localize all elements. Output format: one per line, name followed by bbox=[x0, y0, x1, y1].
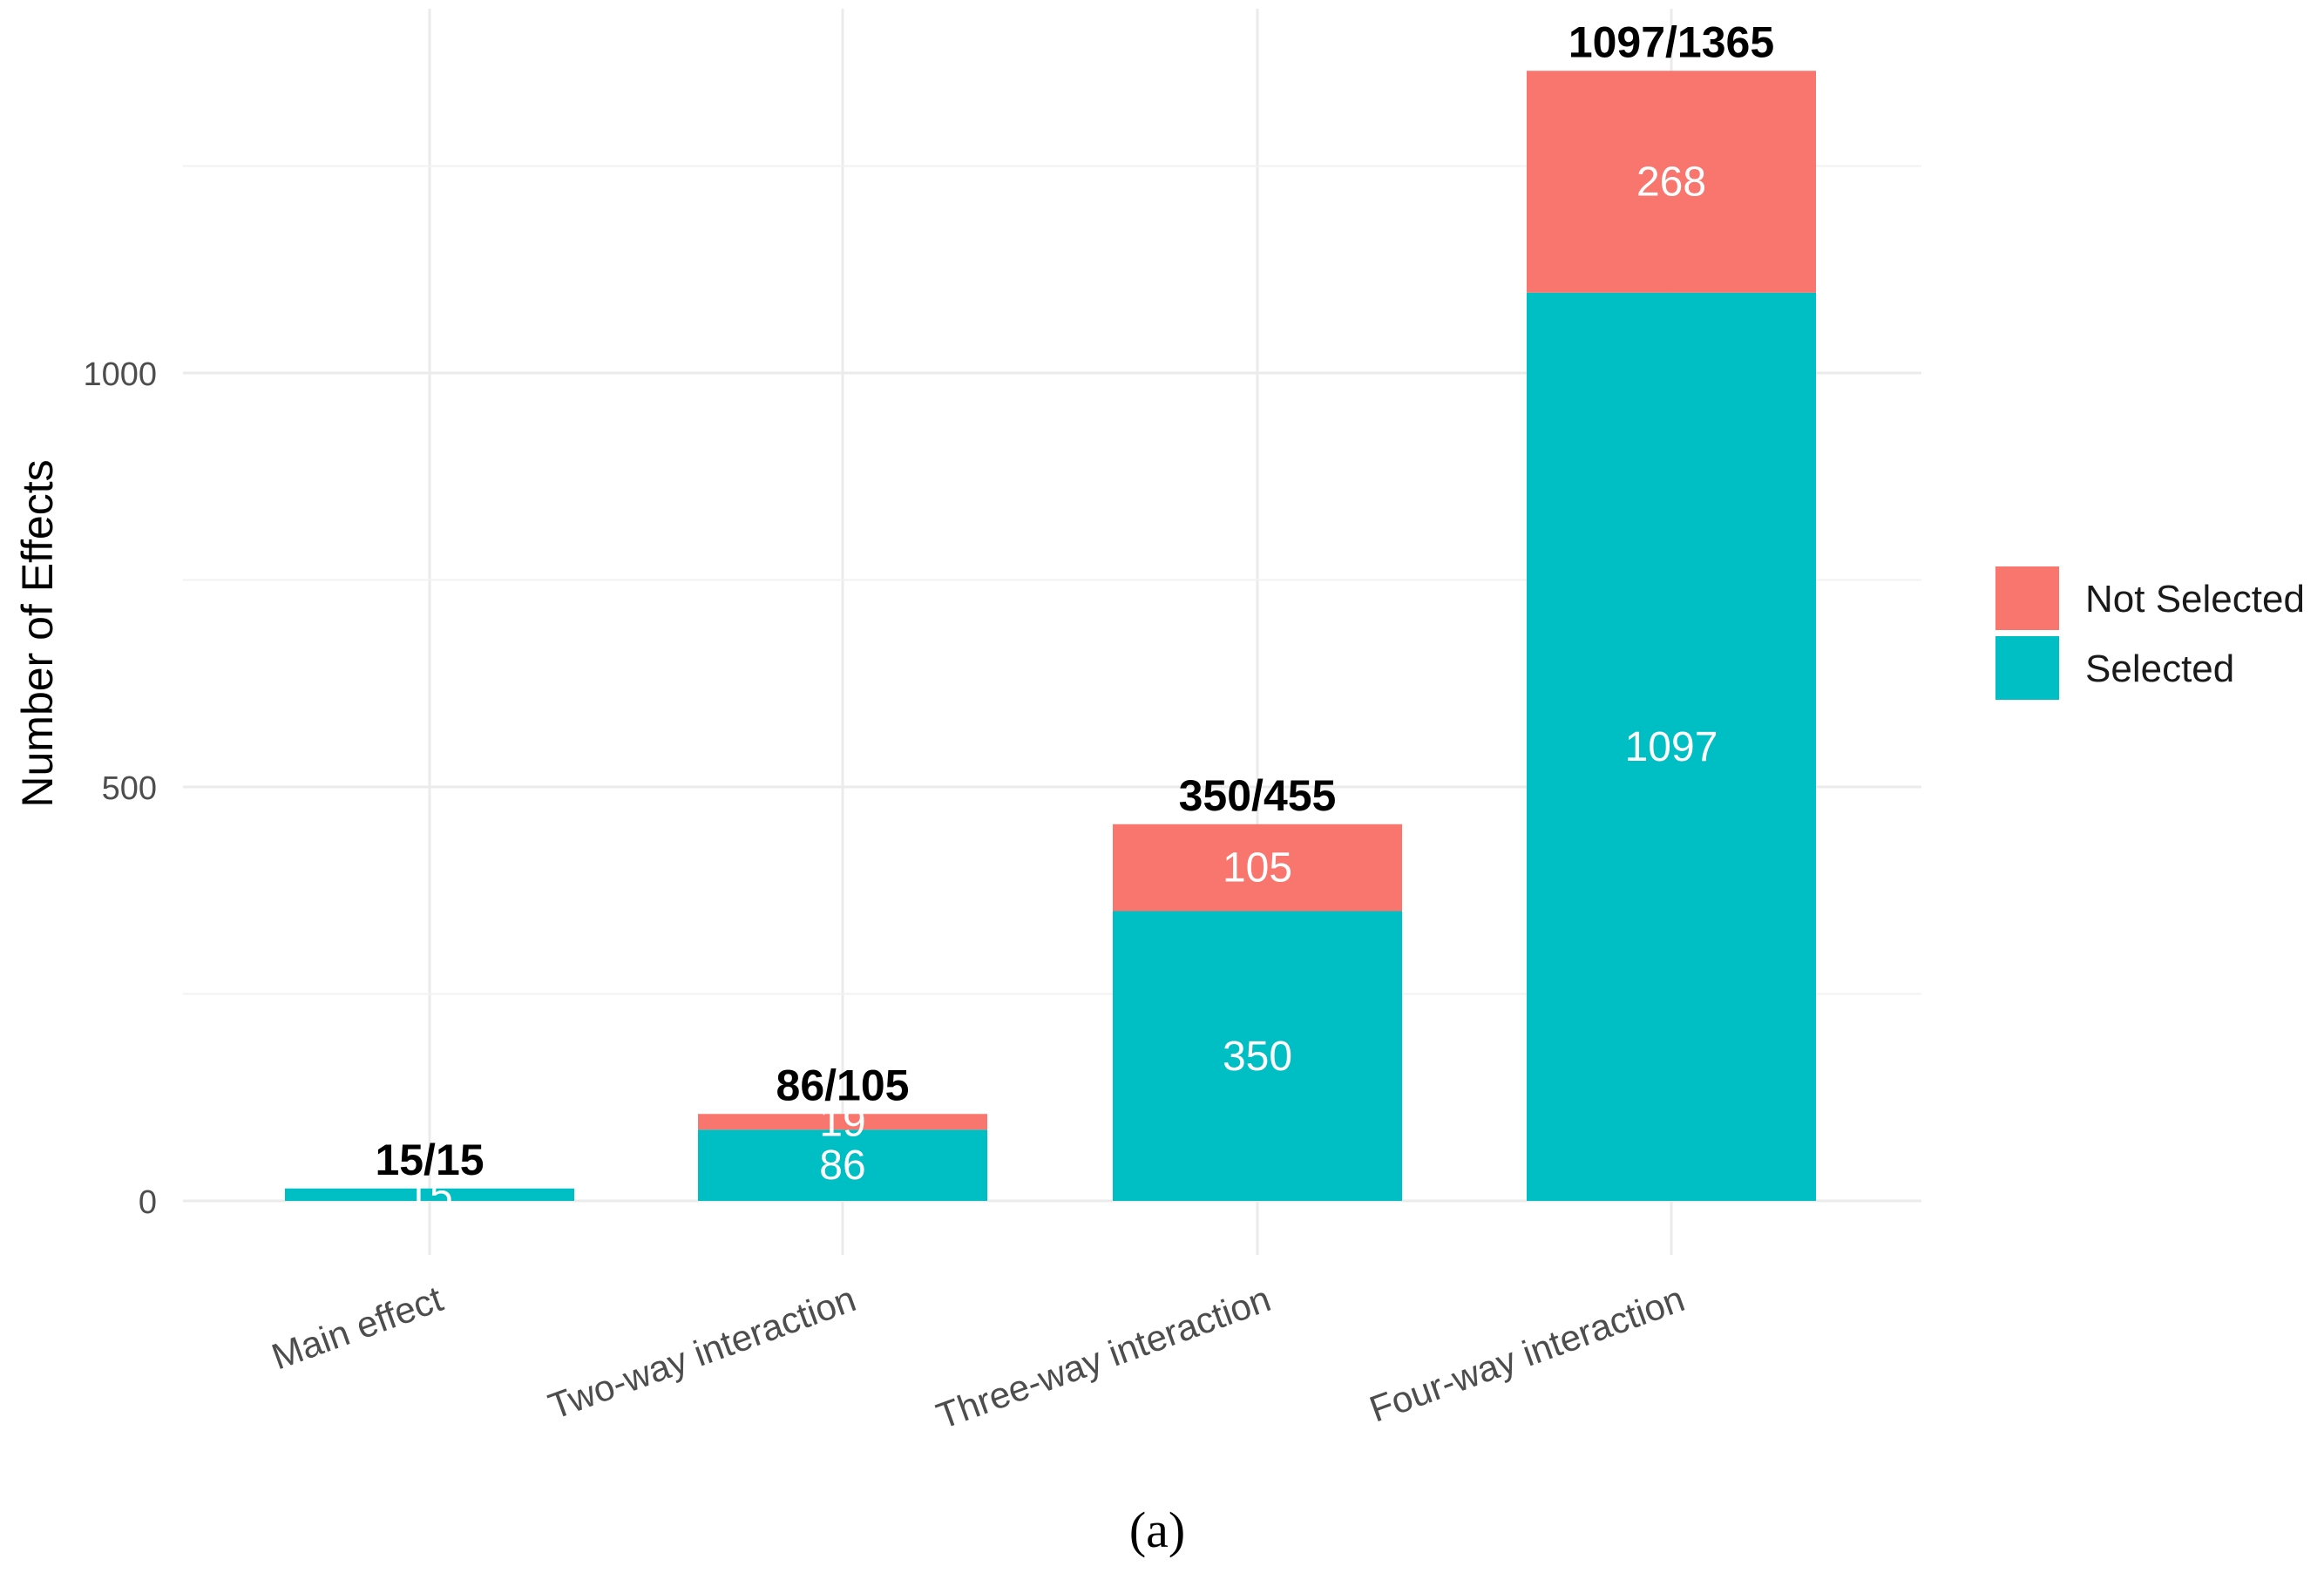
y-ticks-layer: 0 500 1000 bbox=[83, 356, 157, 1221]
bars-layer bbox=[285, 71, 1816, 1202]
bar-selected bbox=[1527, 292, 1816, 1202]
y-tick-label: 1000 bbox=[83, 356, 157, 393]
bar-selected bbox=[698, 1129, 987, 1201]
x-tick-label: Two-way interaction bbox=[543, 1278, 861, 1427]
bar-total-label: 15/15 bbox=[375, 1136, 484, 1184]
bar-total-label: 1097/1365 bbox=[1569, 17, 1774, 66]
x-ticks-layer: Main effect Two-way interaction Three-way … bbox=[267, 1278, 1690, 1436]
bar-value-label: 15 bbox=[406, 1172, 452, 1218]
bar-value-label: 268 bbox=[1636, 159, 1706, 206]
bar-not-selected bbox=[1113, 824, 1402, 912]
bar-value-label: 1097 bbox=[1625, 724, 1718, 770]
total-labels-layer: 15/15 86/105 350/455 1097/1365 bbox=[375, 17, 1774, 1184]
figure-caption: (a) bbox=[1129, 1502, 1185, 1558]
x-tick-label: Four-way interaction bbox=[1364, 1278, 1690, 1429]
bar-value-label: 105 bbox=[1223, 845, 1292, 892]
x-tick-label: Main effect bbox=[267, 1278, 449, 1377]
bar-selected bbox=[1113, 911, 1402, 1201]
bar-value-label: 350 bbox=[1223, 1034, 1292, 1080]
legend-label: Not Selected bbox=[2085, 578, 2305, 620]
bar-selected bbox=[285, 1188, 574, 1201]
x-tick-label: Three-way interaction bbox=[932, 1278, 1277, 1436]
bar-value-label: 86 bbox=[819, 1142, 865, 1189]
legend-label: Selected bbox=[2085, 648, 2234, 690]
bar-total-label: 350/455 bbox=[1179, 771, 1337, 820]
legend-swatch bbox=[1995, 636, 2059, 700]
bar-not-selected bbox=[698, 1114, 987, 1130]
legend: Not Selected Selected bbox=[1995, 566, 2305, 700]
y-tick-label: 500 bbox=[102, 770, 157, 807]
bar-not-selected bbox=[1527, 71, 1816, 293]
legend-swatch bbox=[1995, 566, 2059, 630]
bar-total-label: 86/105 bbox=[776, 1061, 910, 1109]
bar-value-label: 19 bbox=[819, 1099, 865, 1145]
y-axis-label: Number of Effects bbox=[13, 459, 62, 807]
y-tick-label: 0 bbox=[139, 1184, 157, 1221]
